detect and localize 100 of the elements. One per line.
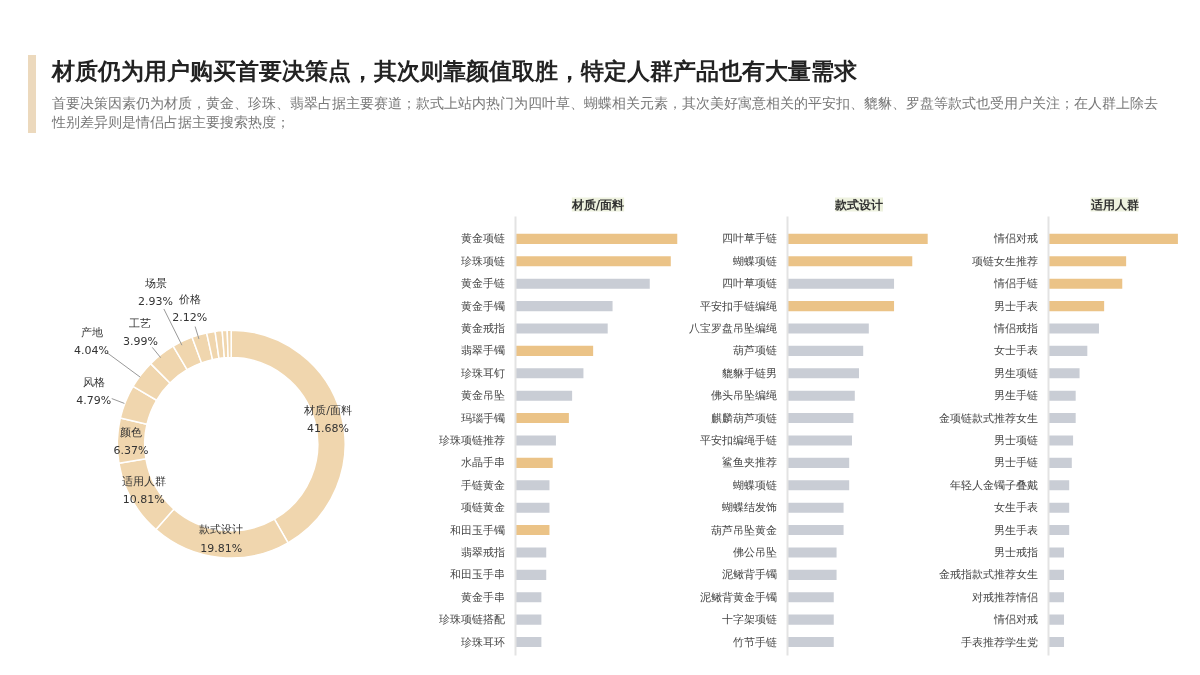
bar [787,278,895,289]
bar [787,480,850,491]
bar [515,435,556,446]
bar [787,614,834,625]
bar [787,323,869,334]
bar [1048,457,1072,468]
data-label: 6.37% [113,443,149,457]
y-tick-label: 男士戒指 [993,545,1038,559]
bar [515,301,613,312]
y-tick-label: 男士手表 [993,299,1038,313]
bar [787,256,913,267]
bar [515,256,671,267]
data-label: 4.79% [76,394,112,408]
y-tick-label: 和田玉手镯 [449,523,505,537]
slice-label: 适用人群 [121,475,166,489]
bar [515,390,573,401]
data-label: 19.81% [200,541,243,555]
y-tick-label: 男士手链 [993,456,1038,470]
bar [515,233,678,244]
y-tick-label: 八宝罗盘吊坠编绳 [688,321,777,335]
bar [515,637,542,648]
bar [1048,502,1070,513]
y-tick-label: 情侣手链 [992,277,1038,291]
slice-label: 颜色 [120,425,143,439]
bar [515,413,569,424]
y-tick-label: 金戒指款式推荐女生 [938,568,1038,582]
bar [1048,278,1123,289]
y-tick-label: 黄金手镯 [460,299,505,313]
y-tick-label: 黄金手链 [460,277,505,291]
y-tick-label: 佛头吊坠编绳 [710,389,777,403]
bar [787,233,928,244]
bar [515,525,550,536]
bar [787,413,854,424]
bar [515,480,550,491]
slice-label: 价格 [177,293,201,307]
bar [515,592,542,603]
bar [787,592,834,603]
y-tick-label: 手链黄金 [460,478,505,492]
bar [1048,323,1099,334]
bar [1048,547,1065,558]
data-label: 10.81% [122,493,165,507]
y-tick-label: 佛公吊坠 [732,545,777,559]
slice-label: 工艺 [129,317,152,331]
chart-title: 适用人群 [1089,197,1139,212]
y-tick-label: 泥鳅背黄金手镯 [699,590,777,604]
y-tick-label: 和田玉手串 [449,568,505,582]
y-tick-label: 黄金戒指 [460,321,505,335]
bar [787,390,855,401]
y-tick-label: 貔貅手链男 [721,366,777,380]
y-tick-label: 平安扣编绳手链 [699,433,777,447]
bar [1048,368,1080,379]
y-tick-label: 年轻人金镯子叠戴 [949,478,1038,492]
y-tick-label: 情侣戒指 [992,321,1038,335]
bar [787,547,837,558]
bar [1048,301,1105,312]
chart-title: 款式设计 [834,197,883,212]
bar [515,368,584,379]
bar [515,323,608,334]
y-tick-label: 十字架项链 [721,613,777,627]
slice-label: 款式设计 [199,523,244,537]
bar [515,345,594,356]
bar [787,457,850,468]
data-label: 4.04% [74,343,110,357]
y-tick-label: 蝴蝶项链 [732,478,777,492]
y-tick-label: 项链黄金 [460,501,505,515]
y-tick-label: 珍珠项链 [460,254,505,268]
bar [787,345,864,356]
bar [515,547,547,558]
y-tick-label: 男士项链 [993,433,1038,447]
text: 材质仍为用户购买首要决策点，其次则靠颜值取胜，特定人群产品也有大量需求 [52,57,858,86]
y-tick-label: 女生手表 [993,501,1038,515]
y-tick-label: 珍珠耳环 [460,635,505,649]
bar [515,457,553,468]
bar [1048,480,1070,491]
y-tick-label: 男生手链 [993,389,1038,403]
bar [787,569,837,580]
y-tick-label: 翡翠手镯 [460,344,505,358]
y-tick-label: 翡翠戒指 [460,545,505,559]
slice-label: 产地 [80,325,103,339]
y-tick-label: 情侣对戒 [992,232,1038,246]
y-tick-label: 麒麟葫芦项链 [710,411,777,425]
y-tick-label: 项链女生推荐 [971,254,1038,268]
slice-label: 场景 [143,276,167,290]
y-tick-label: 葫芦项链 [732,344,777,358]
chart-title: 材质/面料 [570,197,625,212]
y-tick-label: 黄金项链 [460,232,505,246]
y-tick-label: 蝴蝶结发饰 [721,501,777,515]
y-tick-label: 珍珠耳钉 [460,366,505,380]
y-tick-label: 四叶草项链 [721,277,777,291]
bar [1048,525,1070,536]
y-tick-label: 手表推荐学生党 [960,635,1038,649]
y-tick-label: 男生手表 [993,523,1038,537]
bar [515,502,550,513]
bar [1048,345,1088,356]
text: 首要决策因素仍为材质，黄金、珍珠、翡翠占据主要赛道；款式上站内热门为四叶草、蝴蝶相关元素，其次美好寓意相关的平安扣、貔貅、罗盘等款式也受用户关注；在人群上除去性别差异则是情侣占据主要搜索热度； [52,93,1158,133]
y-tick-label: 泥鳅背手镯 [721,568,777,582]
slice-label: 材质/面料 [303,403,352,417]
bar [1048,435,1074,446]
y-tick-label: 蝴蝶项链 [732,254,777,268]
bar [1048,256,1127,267]
